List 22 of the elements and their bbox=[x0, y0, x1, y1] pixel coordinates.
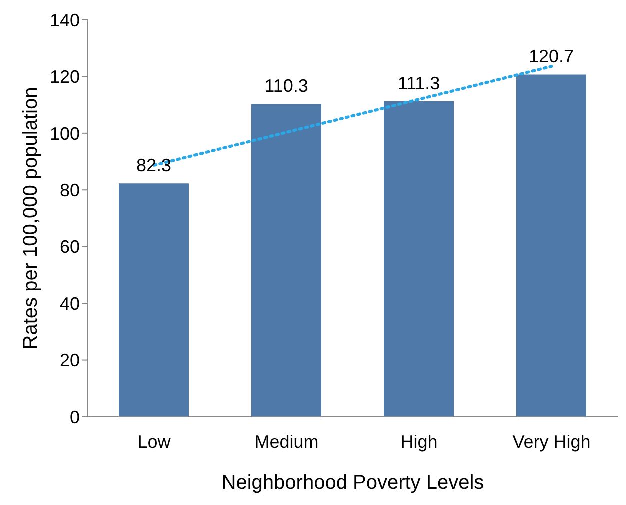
x-tick-label: Low bbox=[138, 432, 172, 452]
bar bbox=[384, 101, 454, 417]
x-axis-title: Neighborhood Poverty Levels bbox=[222, 472, 484, 494]
y-tick-label: 140 bbox=[50, 10, 80, 30]
bar bbox=[516, 74, 586, 417]
y-tick-label: 60 bbox=[60, 237, 80, 258]
x-tick-label: Medium bbox=[254, 432, 319, 452]
y-tick-label: 80 bbox=[60, 180, 80, 201]
data-label: 120.7 bbox=[528, 46, 574, 67]
bar bbox=[119, 184, 189, 417]
y-axis-title: Rates per 100,000 population bbox=[20, 87, 42, 350]
data-label: 110.3 bbox=[264, 76, 308, 96]
y-tick-label: 40 bbox=[60, 294, 80, 314]
y-tick-label: 20 bbox=[60, 350, 80, 371]
y-tick-label: 120 bbox=[50, 67, 80, 88]
x-tick-label: High bbox=[400, 432, 438, 452]
y-tick-label: 100 bbox=[50, 124, 80, 144]
x-tick-label: Very High bbox=[512, 432, 591, 452]
data-label: 111.3 bbox=[398, 73, 440, 94]
bar bbox=[252, 104, 322, 417]
data-label: 82.3 bbox=[136, 156, 172, 176]
y-tick-label: 0 bbox=[70, 407, 80, 428]
